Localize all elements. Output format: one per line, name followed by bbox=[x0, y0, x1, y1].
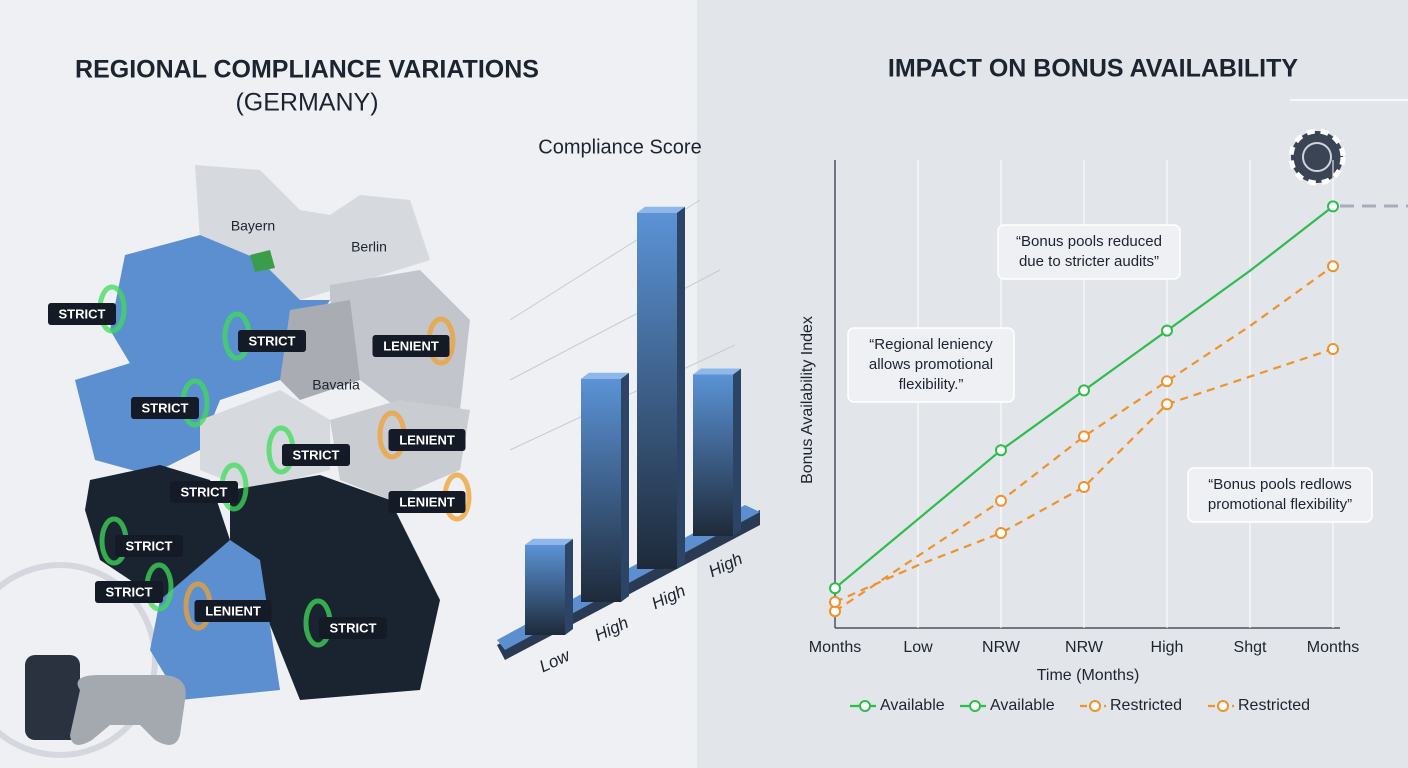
badge-bg bbox=[115, 535, 183, 557]
bar-side bbox=[733, 368, 741, 536]
badge-bg bbox=[319, 617, 387, 639]
badge-bg bbox=[388, 429, 466, 451]
annotation-box bbox=[1187, 467, 1373, 523]
badge-bg bbox=[95, 581, 163, 603]
legend-marker bbox=[859, 700, 871, 712]
bar-top bbox=[525, 538, 573, 545]
badge-label: STRICT bbox=[59, 306, 106, 321]
map-title: REGIONAL COMPLIANCE VARIATIONS bbox=[75, 56, 539, 84]
badge-label: LENIENT bbox=[399, 432, 455, 447]
x-tick-label: NRW bbox=[1065, 639, 1104, 656]
point bbox=[995, 527, 1007, 539]
chart-title: IMPACT ON BONUS AVAILABILITY bbox=[888, 55, 1298, 83]
bar-side bbox=[621, 372, 629, 602]
badge-bg bbox=[194, 600, 272, 622]
legend-label: Restricted bbox=[1110, 697, 1182, 714]
annotation-box bbox=[847, 327, 1015, 403]
point bbox=[1327, 260, 1339, 273]
x-tick-label: Low bbox=[903, 639, 933, 656]
bar bbox=[693, 374, 733, 536]
point bbox=[1161, 324, 1173, 337]
region-label: Berlin bbox=[351, 239, 387, 255]
annotation-text: “Regional leniency bbox=[869, 336, 993, 353]
point bbox=[1161, 398, 1173, 411]
point bbox=[995, 494, 1007, 507]
chart-title: Compliance Score bbox=[538, 136, 701, 158]
region-label: Bayern bbox=[231, 218, 275, 234]
badge-label: STRICT bbox=[126, 538, 173, 553]
x-tick-label: Months bbox=[1307, 639, 1359, 656]
badge-bg bbox=[238, 330, 306, 352]
badge-label: STRICT bbox=[249, 333, 296, 348]
bar-side bbox=[677, 206, 685, 569]
bar bbox=[581, 378, 621, 602]
badge-label: LENIENT bbox=[383, 338, 439, 353]
badge-label: LENIENT bbox=[399, 494, 455, 509]
badge-bg bbox=[282, 444, 350, 466]
annotation-text: promotional flexibility” bbox=[1208, 496, 1352, 513]
x-tick-label: Months bbox=[809, 639, 861, 656]
x-tick-label: NRW bbox=[982, 639, 1021, 656]
annotation-text: due to stricter audits” bbox=[1019, 253, 1159, 270]
annotation-text: allows promotional bbox=[869, 356, 993, 373]
legend-marker bbox=[969, 700, 981, 712]
point bbox=[829, 596, 841, 608]
gaming-decor bbox=[25, 655, 186, 745]
bar-top bbox=[581, 372, 629, 379]
badge-label: STRICT bbox=[330, 620, 377, 635]
x-axis-label: Time (Months) bbox=[1037, 667, 1140, 684]
badge-bg bbox=[388, 491, 466, 513]
y-axis-label: Bonus Availability Index bbox=[799, 316, 816, 484]
bar bbox=[637, 212, 677, 569]
point bbox=[1078, 430, 1090, 443]
point bbox=[995, 444, 1007, 457]
legend-label: Available bbox=[990, 697, 1055, 714]
x-tick-label: High bbox=[1151, 639, 1184, 656]
point bbox=[829, 582, 841, 595]
series-line bbox=[834, 347, 1334, 604]
line-plot-frame bbox=[834, 99, 1408, 629]
badge-label: STRICT bbox=[106, 584, 153, 599]
bar-top bbox=[637, 206, 685, 213]
series-line bbox=[834, 265, 1334, 613]
region-label: Bavaria bbox=[312, 377, 360, 393]
bar-top bbox=[693, 368, 741, 375]
point bbox=[1327, 200, 1339, 213]
point bbox=[1327, 343, 1339, 355]
decor-ring bbox=[0, 562, 158, 758]
badge-bg bbox=[48, 303, 116, 325]
point bbox=[1078, 384, 1090, 397]
map-title: (GERMANY) bbox=[235, 89, 378, 117]
badge-bg bbox=[372, 335, 450, 357]
badge-label: STRICT bbox=[293, 447, 340, 462]
badge-bg bbox=[131, 397, 199, 419]
annotation-text: flexibility.” bbox=[899, 376, 964, 393]
right-panel bbox=[697, 0, 1408, 768]
legend-marker bbox=[1217, 700, 1229, 712]
badge-bg bbox=[170, 481, 238, 503]
legend-label: Available bbox=[880, 697, 945, 714]
annotation-box bbox=[997, 224, 1181, 280]
annotation-text: “Bonus pools reduced bbox=[1016, 233, 1162, 250]
badge-label: STRICT bbox=[142, 400, 189, 415]
point bbox=[1161, 375, 1173, 388]
bar bbox=[525, 544, 565, 635]
legend-label: Restricted bbox=[1238, 697, 1310, 714]
badge-label: LENIENT bbox=[205, 603, 261, 618]
point bbox=[1078, 481, 1090, 493]
bar-side bbox=[565, 538, 573, 635]
annotation-text: “Bonus pools redlows bbox=[1208, 476, 1351, 493]
badge-label: STRICT bbox=[181, 484, 228, 499]
x-tick-label: Shgt bbox=[1234, 639, 1267, 656]
legend-marker bbox=[1089, 700, 1101, 712]
